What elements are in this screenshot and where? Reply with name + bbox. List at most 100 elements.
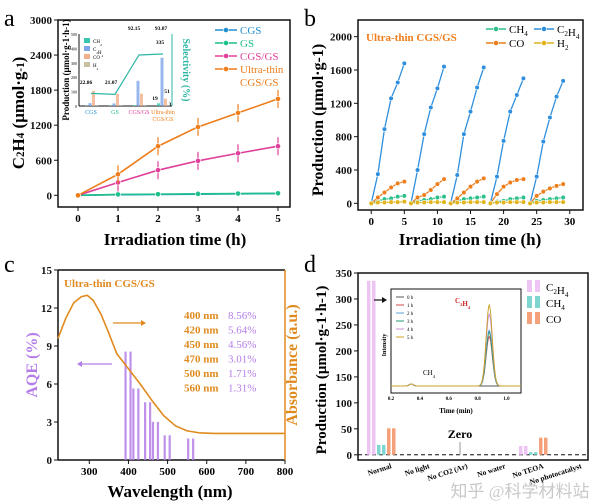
data-point	[454, 172, 460, 178]
aqe-bar-560	[192, 438, 195, 460]
inset-d-frame	[390, 288, 522, 394]
bar-CH4	[534, 452, 538, 455]
panel-d-frame	[357, 272, 589, 461]
aqe-value-label: 1.31%	[228, 383, 256, 395]
data-point	[375, 194, 381, 201]
series-line-CGS/GS	[77, 145, 279, 197]
bar-CO	[387, 428, 391, 455]
data-point	[487, 200, 493, 206]
inset-a-value-label: 3	[169, 102, 172, 108]
panel-b-ytick-label: 800	[336, 132, 353, 144]
inset-bar-CO	[140, 93, 143, 106]
legend-label: CGS	[240, 25, 261, 37]
series-line-C2H4	[450, 67, 485, 204]
bar-C2H4	[372, 280, 376, 455]
data-point	[547, 114, 553, 121]
inset-d-xtick-label: 0.6	[446, 397, 453, 402]
data-point	[467, 109, 474, 115]
inset-a-value-label: 92.15	[128, 26, 141, 32]
aqe-value-label: 3.01%	[228, 354, 256, 366]
panel-b-ytick-label: 0	[347, 198, 353, 210]
inset-bar-C2H4	[112, 103, 116, 106]
panel-a-xtick-label: 5	[275, 213, 281, 225]
bar-CO	[539, 437, 543, 455]
panel-a-xtick-label: 3	[195, 213, 201, 225]
data-point	[560, 194, 566, 201]
aqe-bar-450	[144, 402, 147, 460]
panel-c-ytick-label: 15	[41, 265, 53, 277]
data-point	[395, 79, 401, 86]
legend-swatch	[535, 280, 540, 292]
legend-swatch	[527, 296, 532, 308]
data-point	[560, 199, 566, 205]
panel-c-ytick-label: 3	[47, 417, 53, 429]
data-point	[421, 131, 427, 137]
aqe-value-label: 1.71%	[228, 368, 256, 380]
legend-label: CO	[546, 314, 561, 326]
data-point	[494, 199, 500, 206]
data-point	[441, 64, 447, 70]
legend-label: CGS/GS	[240, 77, 279, 89]
aqe-wavelength-label: 450 nm	[184, 339, 219, 351]
inset-a-category: CGS/GS	[152, 117, 173, 123]
panel-d-ytick-label: 150	[336, 372, 353, 384]
panel-b-ytick-label: 1600	[330, 65, 353, 77]
panel-c-ytick-label: 6	[47, 379, 53, 391]
aqe-bar-420	[137, 388, 140, 460]
data-point	[474, 194, 480, 201]
bar-CH4	[377, 444, 381, 455]
data-point	[388, 199, 394, 205]
data-point	[467, 199, 474, 205]
data-point	[388, 184, 394, 191]
panel-a-xtick-label: 4	[235, 213, 241, 225]
panel-b-ytick-label: 1200	[330, 98, 353, 110]
inset-bar-C2H4	[136, 80, 140, 106]
category-label: No water	[476, 461, 507, 479]
zero-annotation: Zero	[448, 427, 472, 441]
inset-legend-swatch	[84, 62, 90, 67]
data-point	[520, 194, 527, 201]
series-line-C2H4	[489, 78, 525, 204]
panel-d-ylabel: Production (μmol·g-1·h-1)	[314, 286, 330, 455]
data-point	[520, 176, 527, 182]
aqe-wavelength-label: 420 nm	[184, 325, 219, 337]
data-point	[448, 200, 454, 206]
panel-c-xtick-label: 300	[81, 466, 98, 478]
inset-a-ytick-label: 200	[71, 75, 77, 80]
data-point	[155, 191, 161, 198]
panel-b-ylabel: Production (μmol·g-1)	[310, 44, 327, 196]
panel-a-ylabel: C2H4 (μmol·g-1)	[9, 57, 28, 170]
panel-a-ytick-label: 1200	[30, 120, 53, 132]
data-point	[395, 194, 401, 200]
data-point	[454, 199, 460, 206]
aqe-wavelength-label: 560 nm	[184, 383, 219, 395]
panel-b-xtick-label: 10	[432, 216, 444, 228]
data-point	[414, 199, 421, 206]
data-point	[547, 199, 553, 205]
panel-d-ytick-label: 250	[336, 320, 353, 332]
panel-label-d: d	[304, 252, 316, 278]
data-point	[553, 94, 560, 100]
watermark: 知乎 @科学材料站	[451, 482, 590, 501]
panel-c-xtick-label: 700	[238, 466, 255, 478]
inset-a-value-label: 51	[164, 89, 170, 95]
inset-legend-label: H2	[93, 64, 99, 71]
data-point	[461, 131, 467, 137]
aqe-bar-400	[124, 351, 127, 460]
data-point	[375, 171, 381, 177]
inset-a-value-label: 335	[156, 40, 165, 46]
data-point	[375, 199, 381, 206]
panel-b-title: Ultra-thin CGS/GS	[366, 32, 457, 44]
data-point	[434, 194, 441, 201]
panel-d-ytick-label: 300	[336, 294, 353, 306]
aqe-bar-450	[149, 402, 152, 460]
inset-bar-CH4	[157, 103, 160, 106]
bar-C2H4	[524, 445, 528, 455]
data-point	[500, 184, 507, 190]
legend-swatch	[527, 312, 532, 324]
legend-label: CH4	[546, 298, 565, 312]
series-line-C2H4	[370, 63, 405, 204]
inset-a-value-label: 93.87	[155, 26, 168, 32]
panel-a-xtick-label: 0	[75, 213, 81, 225]
panel-a-xtick-label: 1	[115, 213, 121, 225]
